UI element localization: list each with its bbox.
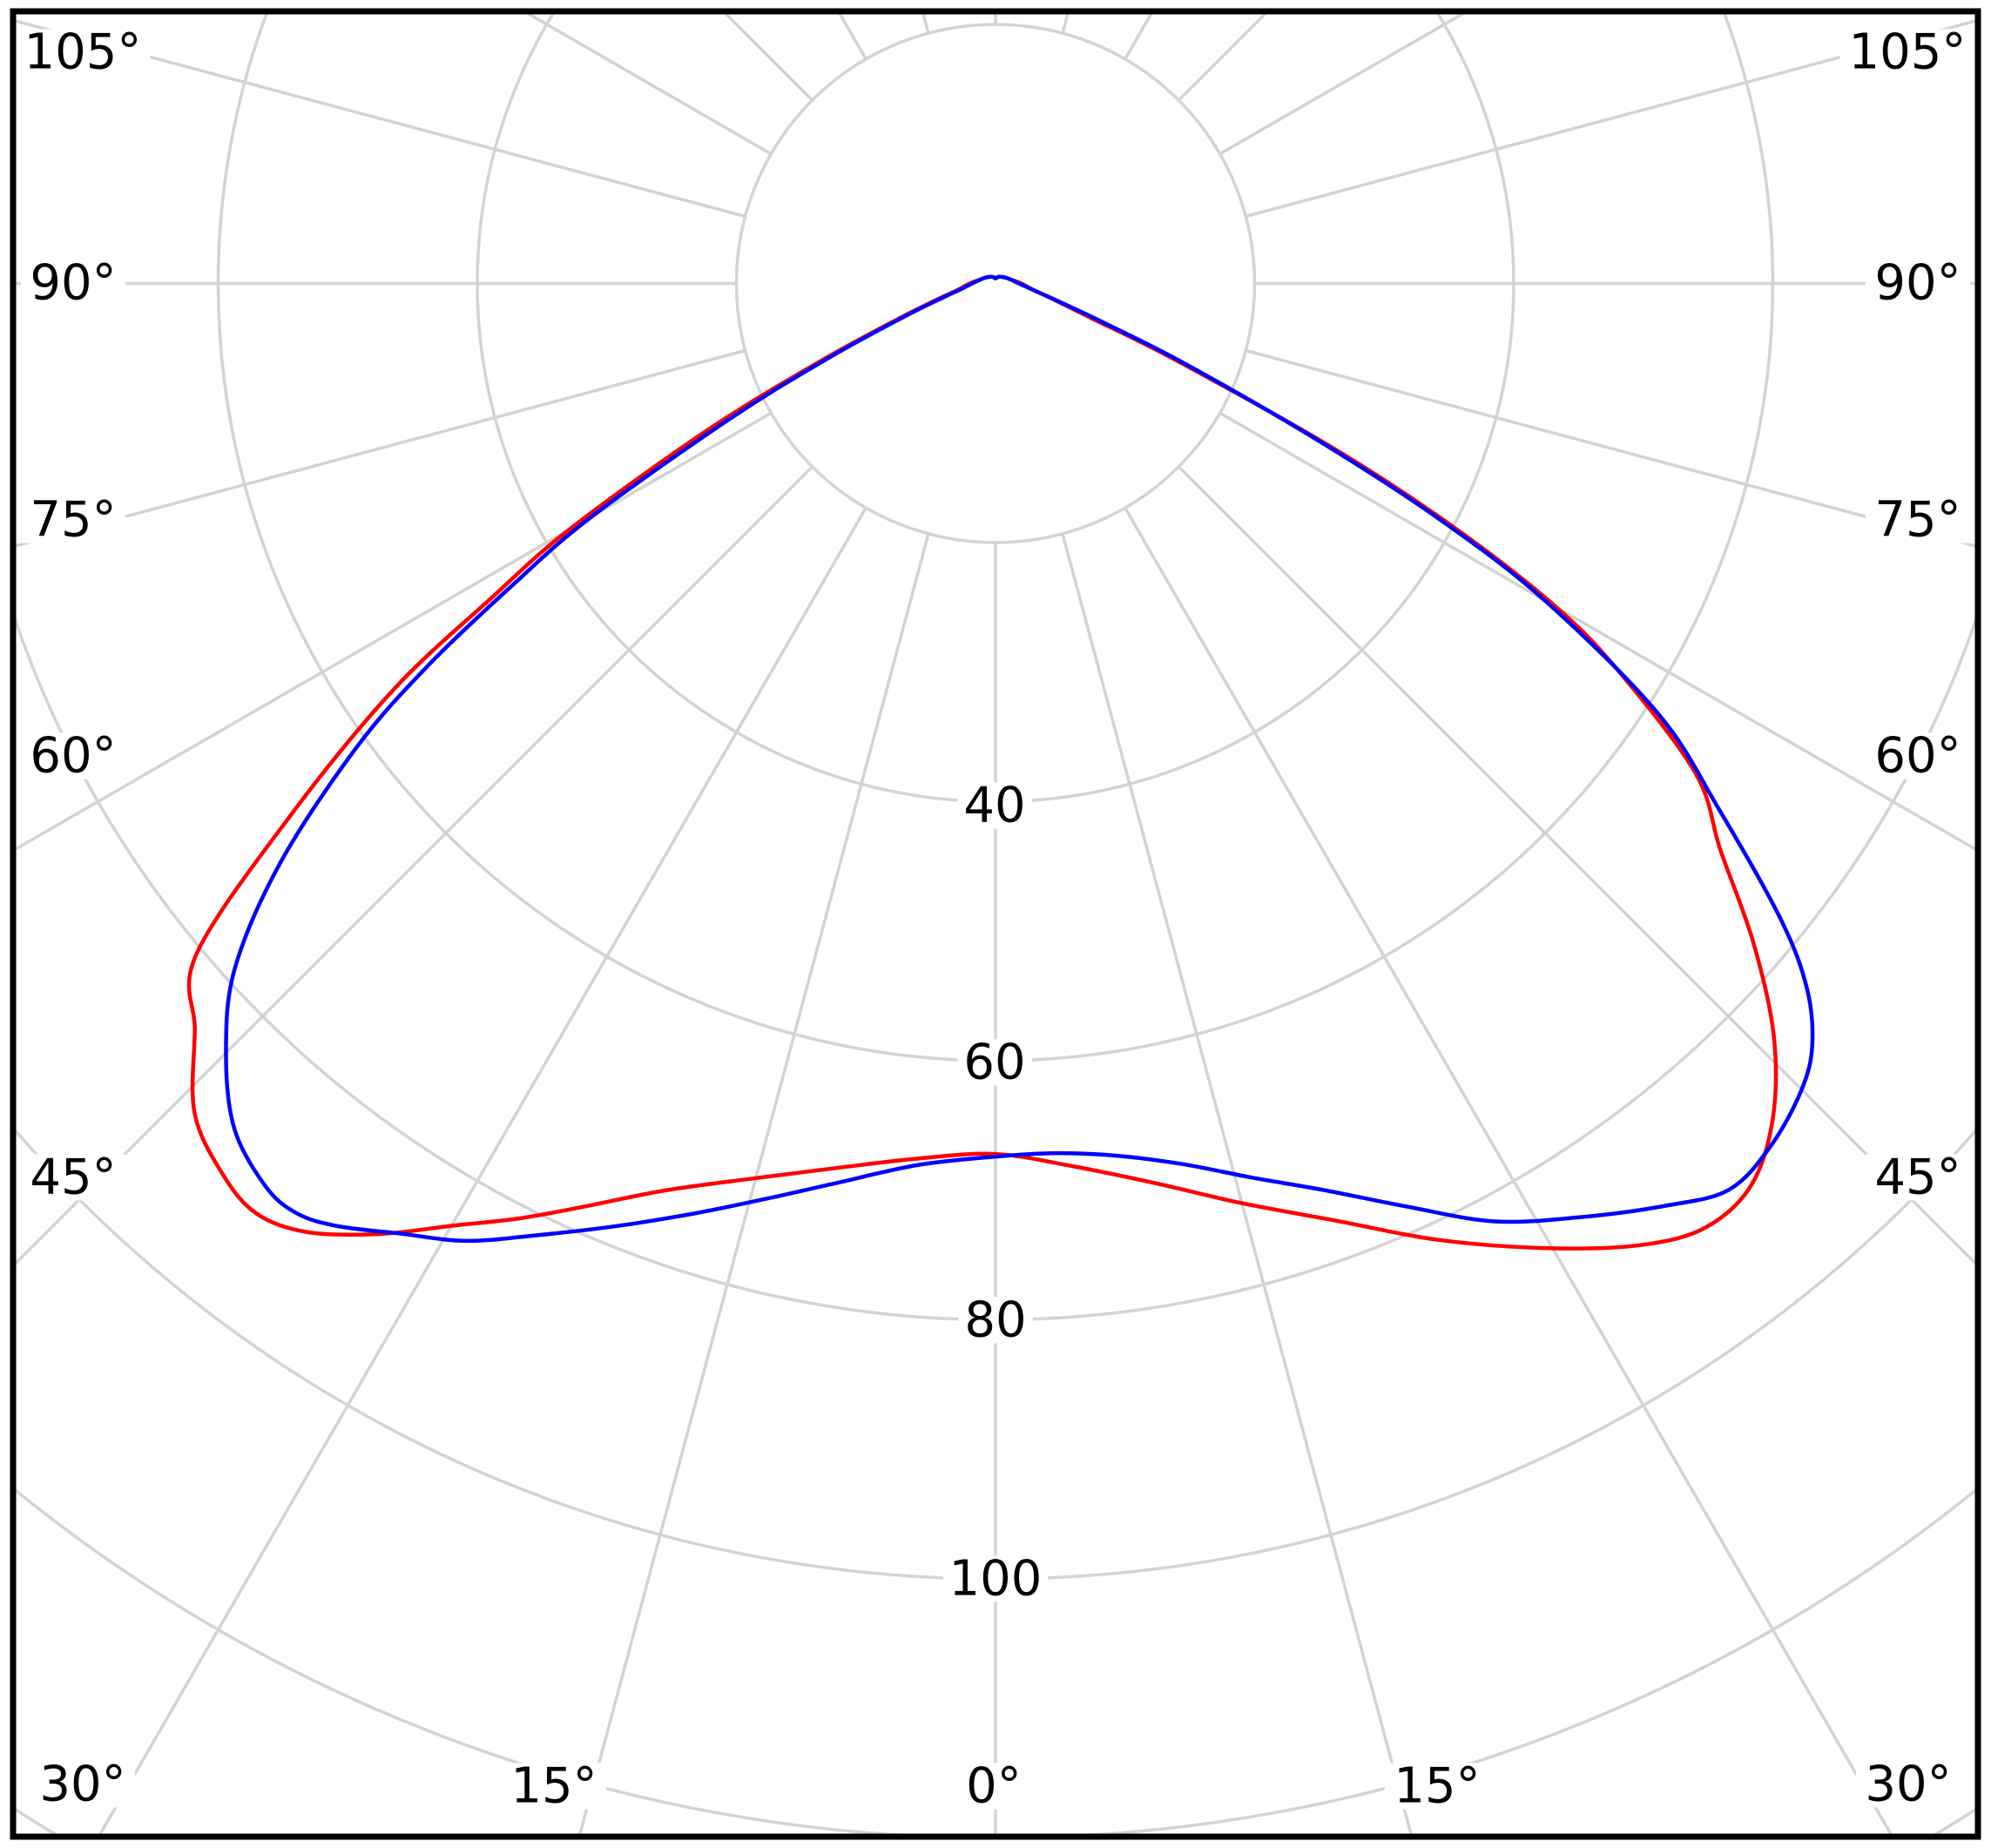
plot-frame — [10, 8, 1981, 1840]
angle-label-right-105-mask — [1839, 29, 1975, 76]
angle-label-right-60: 60° — [1874, 728, 1961, 785]
grid-spoke-30 — [1124, 507, 1894, 1837]
angle-label-bottom-left-15: 15° — [510, 1758, 597, 1815]
angle-label-left-60: 60° — [30, 728, 116, 785]
angle-label-bottom-right-30: 30° — [1865, 1757, 1951, 1813]
radial-label-60-mask — [957, 1039, 1032, 1086]
angle-label-left-90-mask — [20, 260, 126, 307]
angle-label-right-45-mask — [1865, 1154, 1971, 1201]
grid-spoke-105 — [1245, 18, 1978, 219]
angle-label-right-90-mask — [1865, 260, 1971, 307]
radial-label-40-mask — [957, 782, 1032, 829]
grid-spoke-300 — [13, 411, 773, 853]
radial-label-60: 60 — [963, 1035, 1025, 1091]
angle-label-right-90: 90° — [1874, 255, 1961, 312]
angle-label-left-105-mask — [15, 29, 151, 76]
angle-label-left-90: 90° — [30, 255, 116, 312]
intensity-curves — [186, 274, 1815, 1251]
angle-label-left-75: 75° — [30, 492, 116, 549]
angle-label-bottom-0: 0° — [966, 1758, 1022, 1815]
angle-label-left-45-mask — [20, 1154, 126, 1201]
radial-label-100-mask — [942, 1555, 1049, 1602]
angle-label-right-45: 45° — [1874, 1150, 1961, 1206]
grid-spoke-345 — [577, 533, 930, 1837]
angle-label-left-45: 45° — [30, 1150, 116, 1206]
radial-label-80-mask — [958, 1297, 1033, 1344]
angle-label-left-105: 105° — [24, 24, 142, 81]
grid-spoke-330 — [97, 507, 867, 1837]
axis-labels: 105° 90° 75° 60° 45° 105° 90° 75° 60° 45° 30° 15° 0°… — [15, 24, 1975, 1815]
angle-label-right-105: 105° — [1849, 24, 1967, 81]
grid-spoke-60 — [1218, 411, 1978, 853]
angle-label-bottom-left-30-mask — [30, 1761, 136, 1808]
angle-label-bottom-left-15-mask — [501, 1763, 607, 1810]
angle-label-bottom-right-15: 15° — [1394, 1758, 1480, 1815]
angle-label-left-75-mask — [20, 496, 126, 543]
blue-curve — [224, 274, 1815, 1244]
angle-label-bottom-left-30: 30° — [39, 1757, 125, 1813]
grid-spoke-285 — [13, 348, 746, 549]
angle-label-right-75-mask — [1865, 496, 1971, 543]
angle-label-bottom-right-15-mask — [1384, 1763, 1490, 1810]
angle-label-bottom-right-30-mask — [1855, 1761, 1961, 1808]
angle-label-right-60-mask — [1865, 732, 1971, 779]
grid-spoke-15 — [1061, 533, 1414, 1837]
angle-label-left-60-mask — [20, 732, 126, 779]
grid-spoke-255 — [13, 18, 746, 219]
radial-label-40: 40 — [963, 778, 1025, 834]
angle-label-right-75: 75° — [1874, 492, 1961, 549]
radial-label-100: 100 — [949, 1551, 1043, 1608]
radial-label-80: 80 — [964, 1292, 1026, 1349]
grid-spoke-75 — [1245, 348, 1978, 549]
angle-label-bottom-0-mask — [956, 1763, 1031, 1810]
